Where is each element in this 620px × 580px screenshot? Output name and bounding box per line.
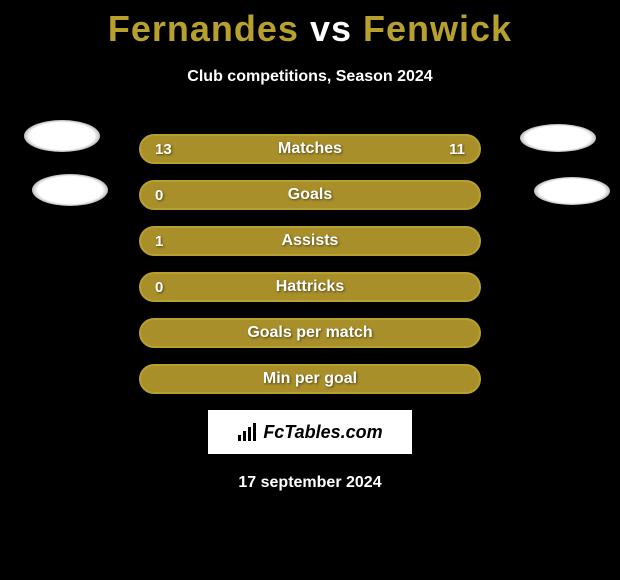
subtitle: Club competitions, Season 2024 — [0, 68, 620, 86]
stat-label: Goals — [288, 186, 332, 204]
stat-row: Hattricks 0 — [139, 272, 481, 302]
stat-row: Min per goal — [139, 364, 481, 394]
title-container: Fernandes vs Fenwick — [0, 0, 620, 50]
stat-row: Matches 13 11 — [139, 134, 481, 164]
player1-name: Fernandes — [108, 8, 299, 49]
logo-text: FcTables.com — [263, 422, 382, 443]
stat-label: Assists — [282, 232, 339, 250]
stat-value-left: 0 — [155, 187, 163, 204]
stat-value-left: 0 — [155, 279, 163, 296]
player2-name: Fenwick — [363, 8, 512, 49]
stat-row: Goals 0 — [139, 180, 481, 210]
stat-label: Matches — [278, 140, 342, 158]
stat-row: Goals per match — [139, 318, 481, 348]
stat-label: Hattricks — [276, 278, 344, 296]
player1-photo-placeholder — [24, 120, 100, 152]
stat-label: Goals per match — [247, 324, 372, 342]
stat-value-left: 1 — [155, 233, 163, 250]
player2-photo-placeholder-2 — [534, 177, 610, 205]
player1-photo-placeholder-2 — [32, 174, 108, 206]
stat-label: Min per goal — [263, 370, 357, 388]
stats-container: Matches1311Goals0Assists1Hattricks0Goals… — [0, 134, 620, 394]
vs-text: vs — [310, 8, 352, 49]
logo-box: FcTables.com — [208, 410, 412, 454]
date-text: 17 september 2024 — [0, 474, 620, 492]
page-title: Fernandes vs Fenwick — [0, 8, 620, 50]
chart-icon — [237, 423, 259, 441]
stat-value-right: 11 — [449, 141, 465, 158]
player2-photo-placeholder — [520, 124, 596, 152]
stat-value-left: 13 — [155, 141, 172, 158]
stat-row: Assists 1 — [139, 226, 481, 256]
